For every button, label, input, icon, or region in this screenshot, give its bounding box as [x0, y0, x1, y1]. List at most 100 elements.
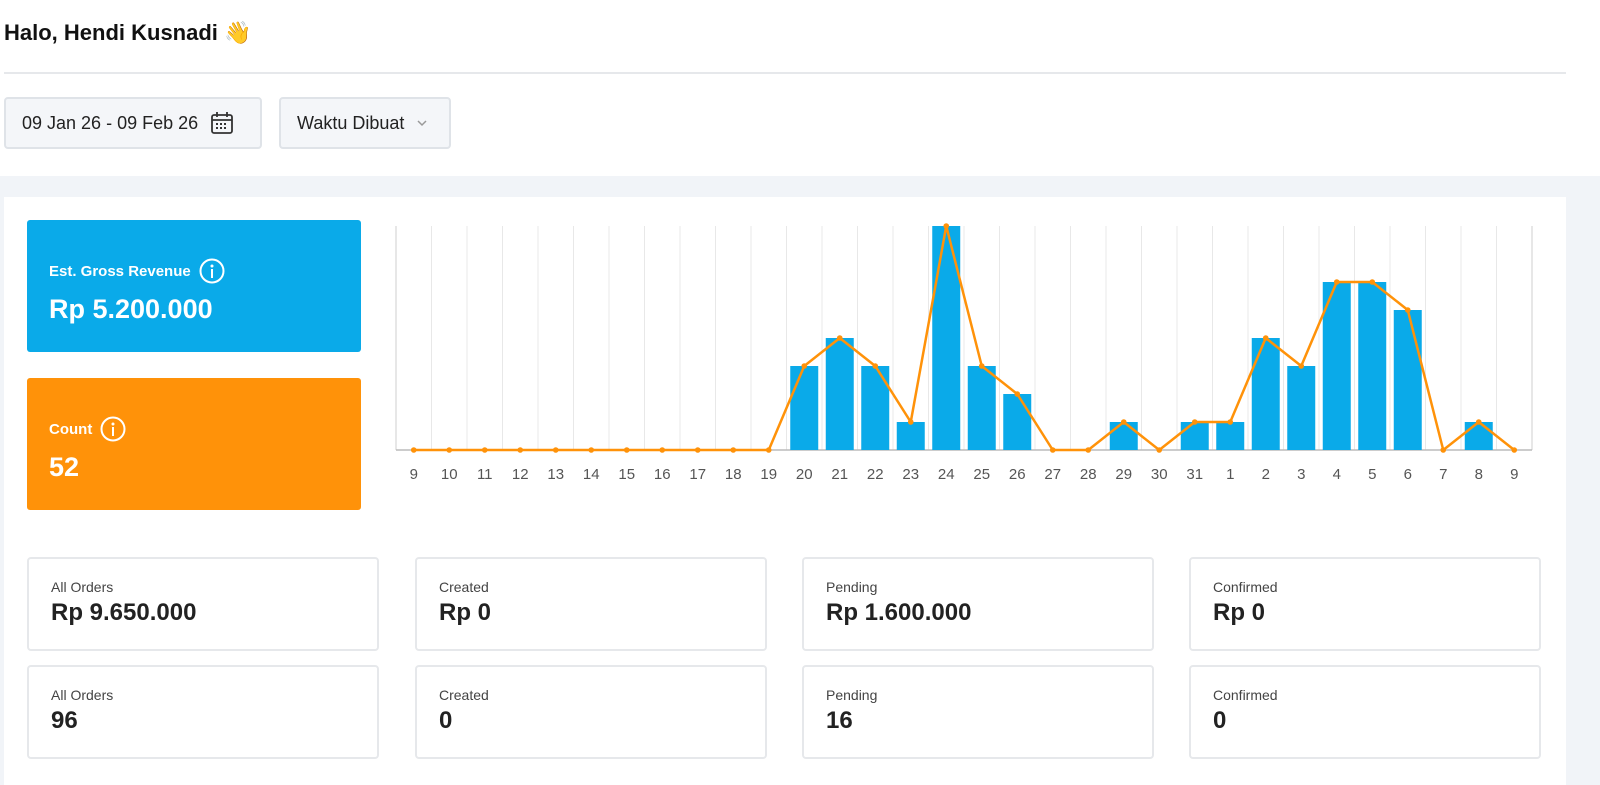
x-tick-label: 2	[1262, 466, 1270, 483]
calendar-icon	[211, 112, 234, 134]
card-value: 52	[49, 452, 80, 482]
line-point	[730, 447, 737, 453]
x-tick-label: 9	[410, 466, 418, 483]
bar	[1109, 422, 1138, 450]
stat-label: Created	[439, 687, 489, 703]
x-tick-label: 10	[441, 466, 458, 483]
info-icon[interactable]	[199, 258, 225, 284]
stat-value: 0	[439, 707, 453, 734]
stat-value: Rp 0	[1213, 599, 1266, 626]
bar	[1393, 310, 1422, 450]
stat-label: Confirmed	[1213, 687, 1278, 703]
line-point	[517, 447, 524, 453]
stat-label: Pending	[826, 687, 878, 703]
x-tick-label: 29	[1115, 466, 1132, 483]
date-range: 09 Jan 26 - 09 Feb 26	[22, 112, 199, 133]
line-point	[1369, 279, 1376, 285]
line-point	[978, 363, 985, 369]
x-tick-label: 4	[1333, 466, 1341, 483]
x-tick-label: 17	[689, 466, 706, 483]
x-tick-label: 16	[654, 466, 671, 483]
chart: 9 10 11 12 13 14 15 16 17 18 19 20 21 22 23 24 25 26 27 28 2…	[395, 223, 1533, 483]
bar	[896, 422, 925, 450]
stat-card: Created 0	[415, 665, 767, 759]
bar	[967, 366, 996, 450]
greeting: Halo, Hendi Kusnadi 👋	[4, 20, 252, 45]
line-point	[1262, 335, 1269, 341]
info-icon[interactable]	[100, 416, 126, 442]
bar	[1216, 422, 1245, 450]
line-point	[1156, 447, 1163, 453]
stat-value: Rp 9.650.000	[51, 599, 197, 626]
stat-value: Rp 0	[439, 599, 492, 626]
stat-value: 16	[826, 707, 853, 734]
x-tick-label: 19	[760, 466, 777, 483]
line-point	[588, 447, 595, 453]
line-point	[623, 447, 630, 453]
line-point	[1440, 447, 1447, 453]
line-point	[481, 447, 488, 453]
line-point	[765, 447, 772, 453]
x-tick-label: 30	[1151, 466, 1168, 483]
line-point	[1191, 419, 1198, 425]
stat-card: Created Rp 0	[415, 557, 767, 651]
line-point	[1511, 447, 1518, 453]
line-point	[446, 447, 453, 453]
stat-card: Pending Rp 1.600.000	[802, 557, 1154, 651]
stat-value: 0	[1213, 707, 1227, 734]
x-tick-label: 1	[1226, 466, 1234, 483]
bar	[1358, 282, 1387, 450]
line-point	[872, 363, 879, 369]
line-point	[943, 223, 950, 229]
stat-card: Confirmed Rp 0	[1189, 557, 1541, 651]
bar	[1464, 422, 1493, 450]
stat-label: Confirmed	[1213, 579, 1278, 595]
stat-card: All Orders Rp 9.650.000	[27, 557, 379, 651]
line-point	[907, 419, 914, 425]
line-point	[659, 447, 666, 453]
stat-card: Confirmed 0	[1189, 665, 1541, 759]
x-tick-label: 23	[902, 466, 919, 483]
date-range-picker[interactable]: 09 Jan 26 - 09 Feb 26	[4, 97, 262, 149]
line-point	[1227, 419, 1234, 425]
x-tick-label: 14	[583, 466, 600, 483]
stat-value: 96	[51, 707, 78, 734]
bar	[790, 366, 819, 450]
line-point	[410, 447, 417, 453]
line-point	[1049, 447, 1056, 453]
stat-card: Pending 16	[802, 665, 1154, 759]
x-tick-label: 22	[867, 466, 884, 483]
x-tick-label: 6	[1404, 466, 1412, 483]
line-point	[836, 335, 843, 341]
line-point	[1475, 419, 1482, 425]
line-point	[1120, 419, 1127, 425]
x-tick-label: 25	[973, 466, 990, 483]
line	[413, 224, 1516, 452]
stat-label: All Orders	[51, 687, 114, 703]
stat-label: All Orders	[51, 579, 114, 595]
x-tick-label: 12	[512, 466, 529, 483]
bar	[1003, 394, 1032, 450]
x-tick-label: 5	[1368, 466, 1376, 483]
x-tick-label: 21	[831, 466, 848, 483]
x-tick-label: 26	[1009, 466, 1026, 483]
stat-label: Created	[439, 579, 489, 595]
x-tick-label: 15	[618, 466, 635, 483]
bar	[1251, 338, 1280, 450]
x-tick-label: 11	[477, 466, 493, 483]
x-tick-label: 27	[1044, 466, 1061, 483]
line-point	[1014, 391, 1021, 397]
bar	[825, 338, 854, 450]
x-tick-label: 9	[1510, 466, 1518, 483]
card-value: Rp 5.200.000	[49, 294, 213, 324]
line-point	[1085, 447, 1092, 453]
sort-dropdown[interactable]: Waktu Dibuat	[279, 97, 451, 149]
divider	[4, 72, 1566, 74]
x-tick-label: 28	[1080, 466, 1097, 483]
line-point	[1404, 307, 1411, 313]
revenue-card: Est. Gross Revenue Rp 5.200.000	[27, 220, 361, 352]
card-label: Est. Gross Revenue	[49, 262, 191, 280]
stat-label: Pending	[826, 579, 878, 595]
chevron-icon	[417, 120, 427, 127]
line-point	[1333, 279, 1340, 285]
